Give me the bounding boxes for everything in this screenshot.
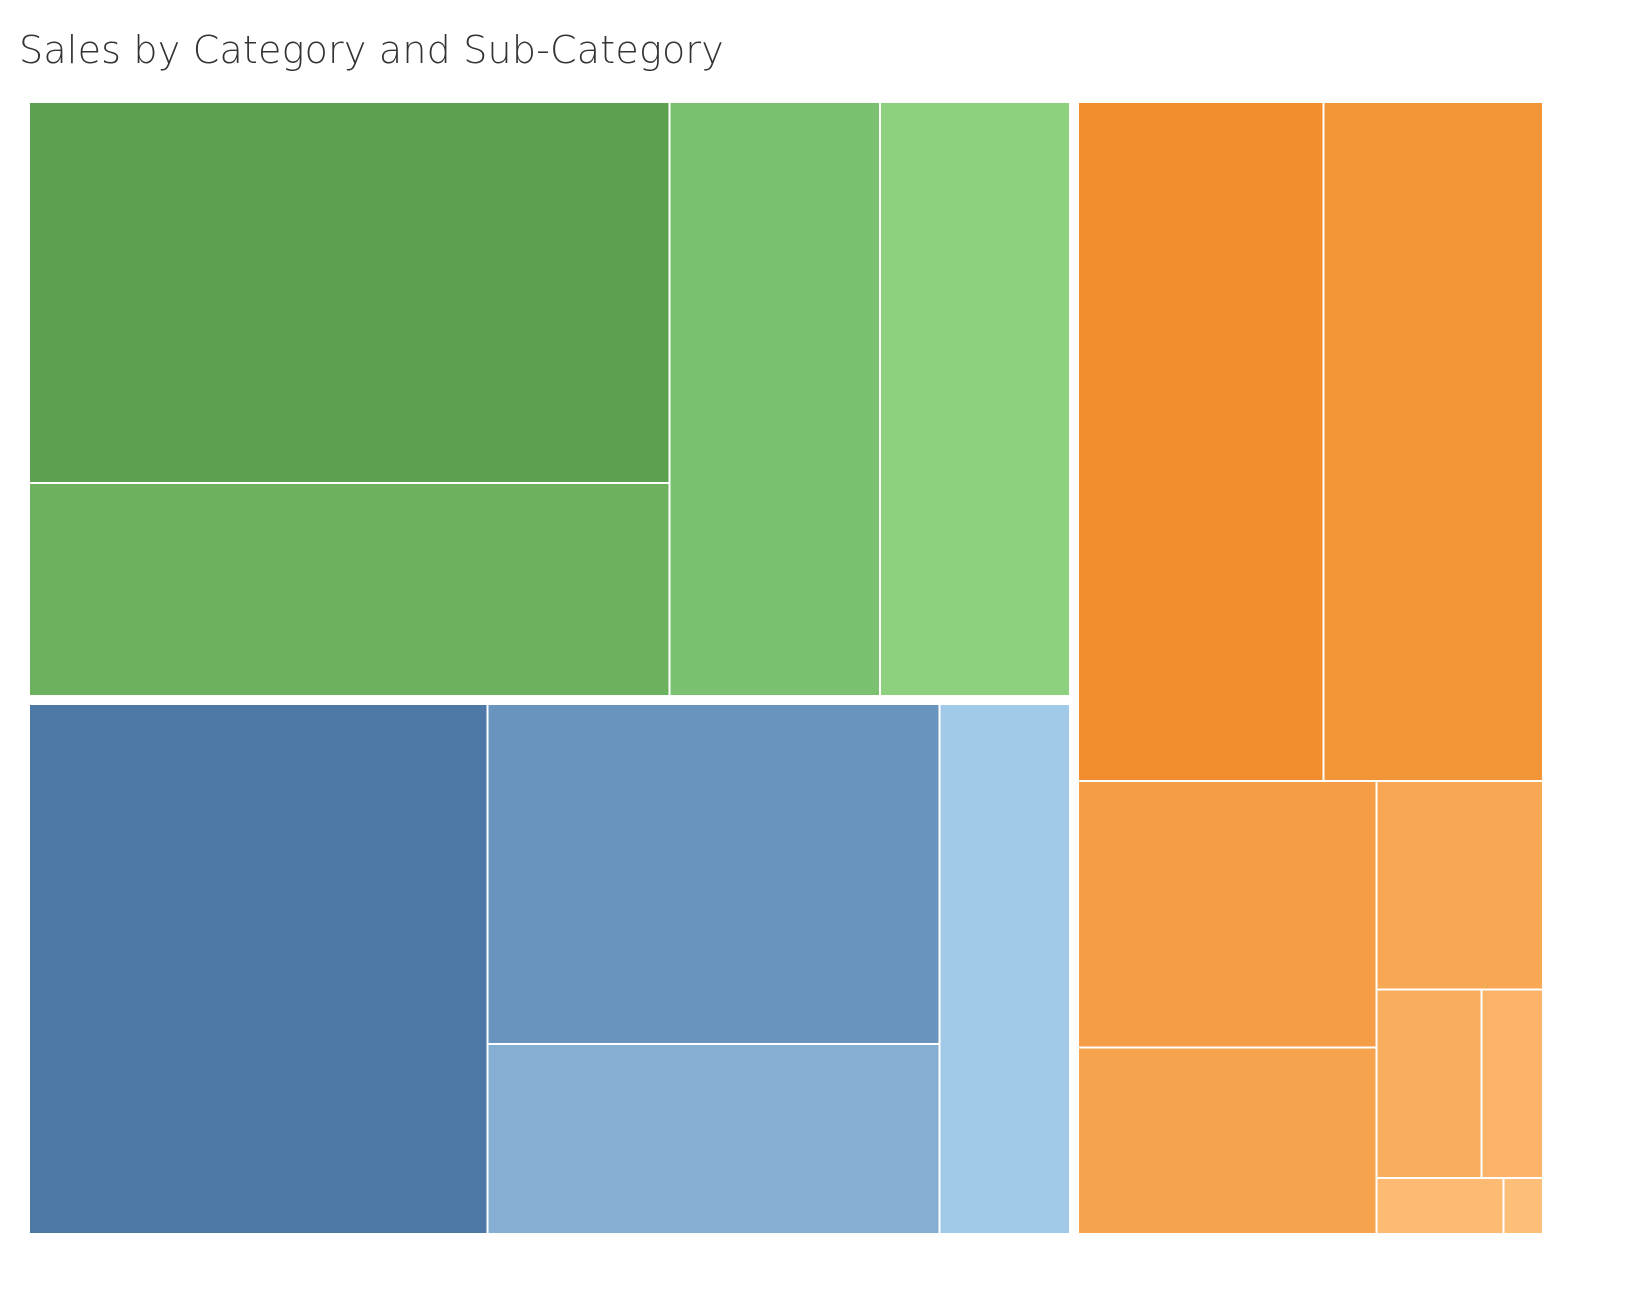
treemap-tile-orange-6[interactable] [1375, 988, 1483, 1179]
treemap-tile-green-1[interactable] [28, 101, 671, 484]
treemap-tile-green-2[interactable] [28, 481, 671, 697]
treemap-tile-orange-7[interactable] [1480, 988, 1545, 1179]
treemap-tile-orange-1[interactable] [1077, 101, 1325, 783]
treemap-tile-orange-5[interactable] [1375, 780, 1545, 991]
treemap-tile-orange-9[interactable] [1502, 1176, 1545, 1235]
treemap-tile-orange-2[interactable] [1322, 101, 1544, 783]
treemap-tile-blue-3[interactable] [486, 1043, 941, 1236]
treemap-tile-green-3[interactable] [668, 101, 882, 697]
chart-title: Sales by Category and Sub-Category [19, 28, 724, 72]
treemap-tile-blue-2[interactable] [486, 703, 941, 1046]
treemap-tile-green-4[interactable] [879, 101, 1071, 697]
treemap-tile-blue-4[interactable] [938, 703, 1071, 1235]
treemap-tile-orange-8[interactable] [1375, 1176, 1505, 1235]
treemap-tile-orange-3[interactable] [1077, 780, 1378, 1049]
treemap-tile-blue-1[interactable] [28, 703, 489, 1235]
treemap-tile-orange-4[interactable] [1077, 1046, 1378, 1236]
